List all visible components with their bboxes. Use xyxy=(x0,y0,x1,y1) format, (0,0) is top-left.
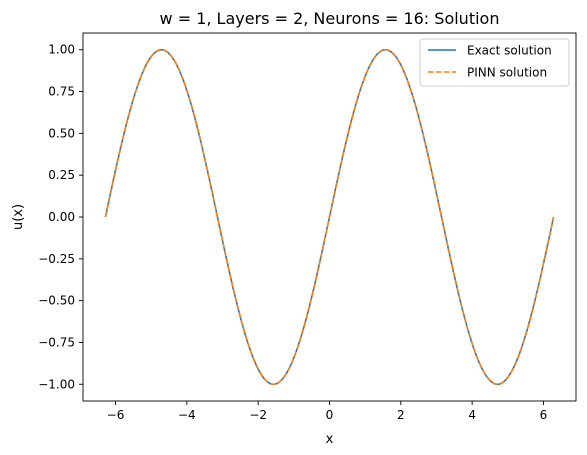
x-axis: −6 −4 −2 0 2 4 6 xyxy=(107,401,548,422)
y-axis-label: u(x) xyxy=(11,204,26,230)
y-tick-label: 0.75 xyxy=(48,85,75,99)
y-tick-label: 0.50 xyxy=(48,126,75,140)
legend: Exact solution PINN solution xyxy=(420,39,569,86)
x-tick-label: 0 xyxy=(326,408,334,422)
y-tick-label: −1.00 xyxy=(38,377,75,391)
chart-title: w = 1, Layers = 2, Neurons = 16: Solutio… xyxy=(160,9,500,28)
y-tick-label: 0.25 xyxy=(48,168,75,182)
x-tick-label: −2 xyxy=(249,408,267,422)
series-line-2 xyxy=(105,50,553,384)
x-tick-label: −4 xyxy=(178,408,196,422)
legend-label-2: PINN solution xyxy=(467,66,547,80)
y-tick-label: 1.00 xyxy=(48,43,75,57)
legend-label-1: Exact solution xyxy=(467,44,552,58)
x-tick-label: 6 xyxy=(540,408,548,422)
x-tick-label: −6 xyxy=(107,408,125,422)
y-tick-label: −0.25 xyxy=(38,252,75,266)
y-tick-label: −0.75 xyxy=(38,335,75,349)
y-tick-label: −0.50 xyxy=(38,294,75,308)
x-tick-label: 2 xyxy=(397,408,405,422)
y-tick-label: 0.00 xyxy=(48,210,75,224)
x-tick-label: 4 xyxy=(468,408,476,422)
plot-area xyxy=(83,33,576,401)
x-axis-label: x xyxy=(326,432,334,447)
y-axis: −1.00 −0.75 −0.50 −0.25 0.00 0.25 0.50 0.75 1.00 xyxy=(38,43,83,392)
